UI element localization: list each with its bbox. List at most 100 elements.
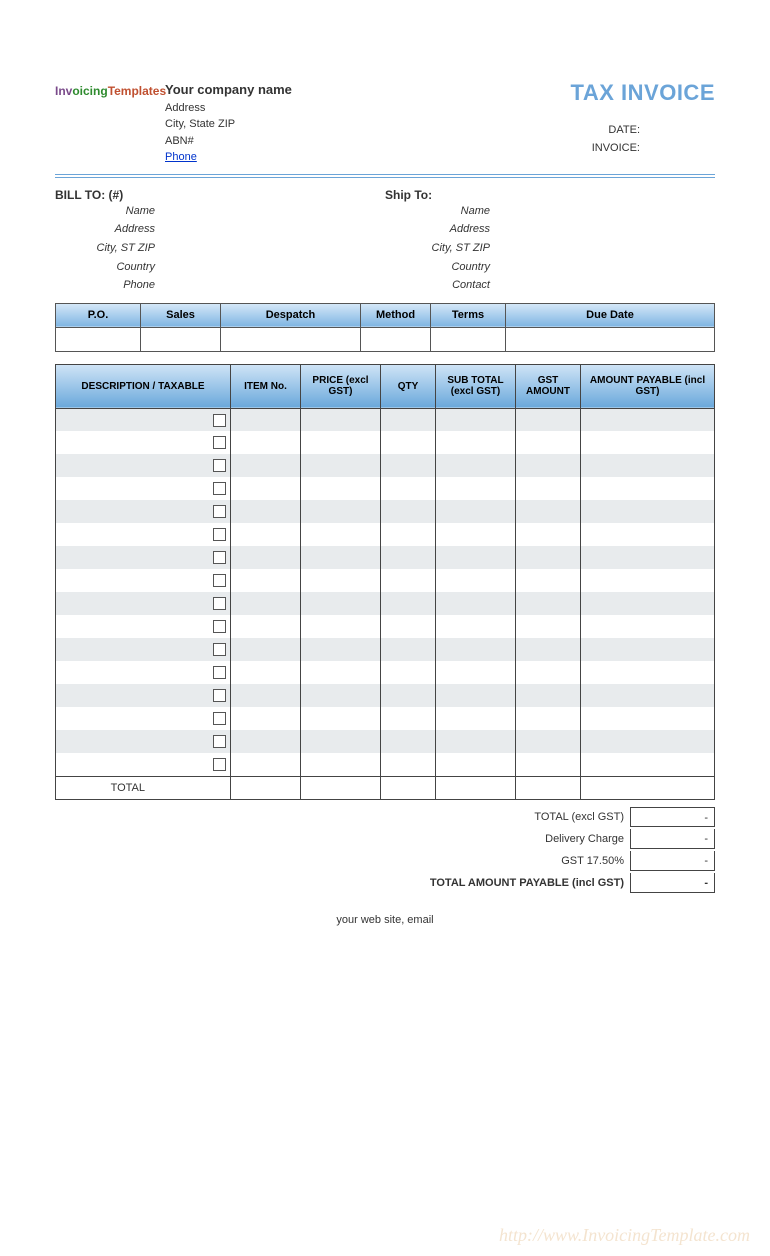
order-cell[interactable] — [221, 327, 361, 351]
item-cell[interactable] — [381, 730, 436, 753]
taxable-checkbox[interactable] — [213, 735, 226, 748]
item-cell[interactable] — [301, 523, 381, 546]
item-cell[interactable] — [436, 408, 516, 431]
order-cell[interactable] — [506, 327, 715, 351]
item-cell[interactable] — [381, 477, 436, 500]
item-cell[interactable] — [381, 523, 436, 546]
item-cell[interactable] — [516, 592, 581, 615]
item-cell[interactable] — [381, 431, 436, 454]
item-cell[interactable] — [301, 684, 381, 707]
item-cell[interactable] — [231, 684, 301, 707]
item-cell[interactable] — [581, 661, 715, 684]
item-cell[interactable] — [301, 408, 381, 431]
item-cell[interactable] — [231, 592, 301, 615]
item-cell[interactable] — [231, 408, 301, 431]
item-cell[interactable] — [516, 477, 581, 500]
order-cell[interactable] — [141, 327, 221, 351]
taxable-checkbox[interactable] — [213, 482, 226, 495]
item-cell[interactable] — [301, 707, 381, 730]
taxable-checkbox[interactable] — [213, 528, 226, 541]
order-cell[interactable] — [431, 327, 506, 351]
item-cell[interactable] — [436, 730, 516, 753]
item-cell[interactable] — [56, 546, 231, 569]
item-cell[interactable] — [381, 615, 436, 638]
item-cell[interactable] — [436, 431, 516, 454]
item-cell[interactable] — [581, 730, 715, 753]
item-cell[interactable] — [56, 684, 231, 707]
item-cell[interactable] — [436, 684, 516, 707]
item-cell[interactable] — [436, 707, 516, 730]
item-cell[interactable] — [301, 431, 381, 454]
item-cell[interactable] — [436, 500, 516, 523]
item-cell[interactable] — [436, 753, 516, 776]
item-cell[interactable] — [56, 730, 231, 753]
item-cell[interactable] — [231, 477, 301, 500]
taxable-checkbox[interactable] — [213, 643, 226, 656]
item-cell[interactable] — [301, 638, 381, 661]
taxable-checkbox[interactable] — [213, 712, 226, 725]
item-cell[interactable] — [516, 753, 581, 776]
item-cell[interactable] — [56, 753, 231, 776]
item-cell[interactable] — [231, 500, 301, 523]
item-cell[interactable] — [381, 500, 436, 523]
item-cell[interactable] — [301, 592, 381, 615]
item-cell[interactable] — [381, 753, 436, 776]
item-cell[interactable] — [516, 638, 581, 661]
taxable-checkbox[interactable] — [213, 620, 226, 633]
order-cell[interactable] — [56, 327, 141, 351]
item-cell[interactable] — [516, 569, 581, 592]
item-cell[interactable] — [301, 569, 381, 592]
item-cell[interactable] — [231, 638, 301, 661]
item-cell[interactable] — [581, 592, 715, 615]
taxable-checkbox[interactable] — [213, 436, 226, 449]
item-cell[interactable] — [301, 730, 381, 753]
item-cell[interactable] — [581, 569, 715, 592]
item-cell[interactable] — [581, 408, 715, 431]
taxable-checkbox[interactable] — [213, 689, 226, 702]
item-cell[interactable] — [436, 592, 516, 615]
item-cell[interactable] — [301, 615, 381, 638]
item-cell[interactable] — [56, 661, 231, 684]
item-cell[interactable] — [381, 638, 436, 661]
taxable-checkbox[interactable] — [213, 758, 226, 771]
item-cell[interactable] — [301, 546, 381, 569]
item-cell[interactable] — [381, 454, 436, 477]
item-cell[interactable] — [581, 500, 715, 523]
item-cell[interactable] — [436, 638, 516, 661]
item-cell[interactable] — [436, 661, 516, 684]
item-cell[interactable] — [581, 454, 715, 477]
item-cell[interactable] — [436, 477, 516, 500]
item-cell[interactable] — [581, 615, 715, 638]
item-cell[interactable] — [516, 661, 581, 684]
item-cell[interactable] — [516, 684, 581, 707]
item-cell[interactable] — [56, 569, 231, 592]
item-cell[interactable] — [231, 546, 301, 569]
item-cell[interactable] — [381, 661, 436, 684]
item-cell[interactable] — [381, 592, 436, 615]
item-cell[interactable] — [56, 477, 231, 500]
taxable-checkbox[interactable] — [213, 597, 226, 610]
item-cell[interactable] — [56, 615, 231, 638]
item-cell[interactable] — [231, 707, 301, 730]
item-cell[interactable] — [56, 707, 231, 730]
item-cell[interactable] — [231, 523, 301, 546]
item-cell[interactable] — [56, 500, 231, 523]
item-cell[interactable] — [231, 431, 301, 454]
item-cell[interactable] — [581, 431, 715, 454]
item-cell[interactable] — [301, 477, 381, 500]
taxable-checkbox[interactable] — [213, 505, 226, 518]
item-cell[interactable] — [516, 523, 581, 546]
item-cell[interactable] — [56, 523, 231, 546]
taxable-checkbox[interactable] — [213, 574, 226, 587]
item-cell[interactable] — [381, 684, 436, 707]
item-cell[interactable] — [516, 615, 581, 638]
item-cell[interactable] — [516, 546, 581, 569]
item-cell[interactable] — [581, 707, 715, 730]
item-cell[interactable] — [381, 546, 436, 569]
item-cell[interactable] — [231, 569, 301, 592]
item-cell[interactable] — [56, 592, 231, 615]
item-cell[interactable] — [231, 615, 301, 638]
item-cell[interactable] — [516, 500, 581, 523]
item-cell[interactable] — [581, 523, 715, 546]
item-cell[interactable] — [581, 684, 715, 707]
